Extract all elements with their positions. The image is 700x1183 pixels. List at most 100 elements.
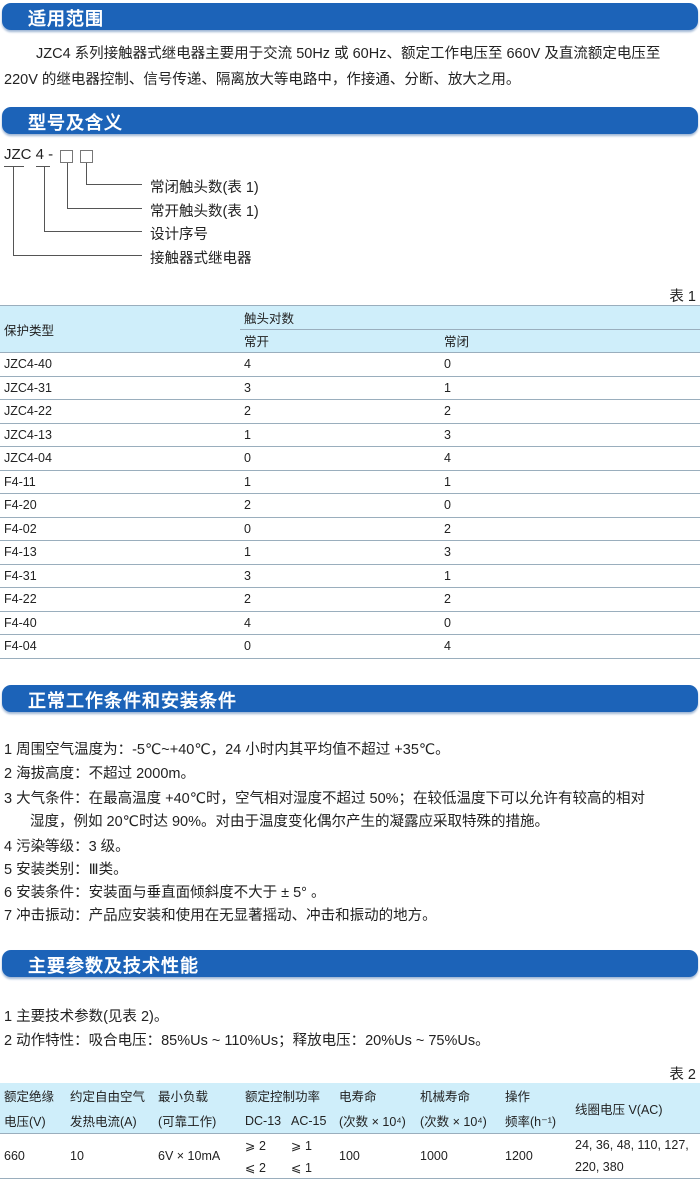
table-cell: 1	[240, 470, 440, 494]
table-cell: 0	[240, 634, 440, 659]
table-cell: 1	[240, 540, 440, 565]
section-header-model: 型号及含义	[2, 107, 698, 134]
cell: 660	[4, 1149, 25, 1163]
header-cell: 最小负载	[154, 1083, 241, 1108]
cell: 1200	[505, 1149, 533, 1163]
section-header-scope: 适用范围	[2, 3, 698, 30]
cell: 220, 380	[575, 1160, 624, 1174]
table-cell: F4-11	[0, 470, 240, 494]
table-cell: 2	[240, 587, 440, 612]
table-cell: 4	[440, 446, 700, 471]
params-item: 2 动作特性：吸合电压：85%Us ~ 110%Us；释放电压：20%Us ~ …	[4, 1033, 490, 1049]
table-cell: 3	[240, 564, 440, 588]
table1-caption: 表 1	[669, 289, 696, 305]
table-cell: 0	[240, 446, 440, 471]
header-cell: 操作	[501, 1083, 571, 1108]
table-cell: F4-04	[0, 634, 240, 659]
header-cell: 额定绝缘	[0, 1083, 66, 1108]
table-cell: JZC4-31	[0, 376, 240, 400]
table-cell: 4	[240, 611, 440, 635]
header-no: 常开	[240, 329, 440, 353]
table-cell: 2	[240, 493, 440, 518]
table-cell: 2	[440, 587, 700, 612]
condition-item: 2 海拔高度：不超过 2000m。	[4, 766, 195, 782]
header-cell: 发热电流(A)	[66, 1108, 154, 1134]
table-cell: 1	[240, 423, 440, 447]
section-title: 主要参数及技术性能	[28, 956, 199, 976]
table2: 额定绝缘 约定自由空气 最小负载 额定控制功率 电寿命 机械寿命 操作 线圈电压…	[0, 1083, 700, 1179]
table-cell: 2	[440, 399, 700, 424]
header-cell: 电寿命	[335, 1083, 416, 1108]
scope-line-2: 220V 的继电器控制、信号传递、隔离放大等电路中，作接通、分断、放大之用。	[4, 72, 521, 88]
condition-item: 5 安装类别：Ⅲ类。	[4, 862, 128, 878]
cell: 100	[339, 1149, 360, 1163]
cell: ⩾ 2	[245, 1138, 266, 1153]
header-cell: 额定控制功率	[241, 1083, 335, 1108]
placeholder-box	[80, 150, 93, 163]
table2-caption: 表 2	[669, 1067, 696, 1083]
cell: 6V × 10mA	[158, 1149, 221, 1163]
params-item: 1 主要技术参数(见表 2)。	[4, 1009, 169, 1025]
table-cell: F4-22	[0, 587, 240, 612]
table-cell: F4-40	[0, 611, 240, 635]
header-group: 触头对数	[240, 305, 700, 330]
table-row: F4-02 0 2	[0, 517, 700, 541]
table-cell: 3	[240, 376, 440, 400]
section-header-conditions: 正常工作条件和安装条件	[2, 685, 698, 712]
header-cell: (次数 × 10⁴)	[416, 1108, 501, 1134]
diagram-label: 常闭触头数(表 1)	[150, 180, 259, 196]
model-code: JZC 4 -	[4, 146, 54, 163]
cell: 24, 36, 48, 110, 127,	[575, 1138, 689, 1152]
section-title: 适用范围	[28, 9, 104, 29]
section-title: 型号及含义	[28, 113, 123, 133]
condition-item: 1 周围空气温度为：-5℃~+40℃，24 小时内其平均值不超过 +35℃。	[4, 742, 450, 758]
table-row: F4-22 2 2	[0, 587, 700, 612]
table1: 保护类型 触头对数 常开 常闭 JZC4-40 4 0 JZC4-31 3 1 JZC4-22 2…	[0, 305, 700, 659]
diagram-label: 接触器式继电器	[150, 251, 252, 267]
table-row: F4-11 1 1	[0, 470, 700, 494]
condition-item: 4 污染等级：3 级。	[4, 839, 130, 855]
section-title: 正常工作条件和安装条件	[28, 691, 237, 711]
header-cell: (可靠工作)	[154, 1108, 241, 1134]
table-row: JZC4-40 4 0	[0, 352, 700, 377]
table-cell: JZC4-04	[0, 446, 240, 471]
table-row: F4-13 1 3	[0, 540, 700, 565]
header-cell: DC-13	[241, 1108, 287, 1134]
table-cell: JZC4-40	[0, 352, 240, 377]
condition-item: 湿度，例如 20℃时达 90%。对由于温度变化偶尔产生的凝露应采取特殊的措施。	[30, 814, 549, 830]
table-row: JZC4-13 1 3	[0, 423, 700, 447]
table-cell: 0	[440, 493, 700, 518]
table-row: F4-04 0 4	[0, 634, 700, 659]
placeholder-box	[60, 150, 73, 163]
table-cell: 1	[440, 376, 700, 400]
table-cell: 1	[440, 564, 700, 588]
header-cell: 约定自由空气	[66, 1083, 154, 1108]
table-cell: 4	[440, 634, 700, 659]
condition-item: 7 冲击振动：产品应安装和使用在无显著摇动、冲击和振动的地方。	[4, 908, 437, 924]
header-type: 保护类型	[0, 305, 240, 353]
table-cell: 0	[240, 517, 440, 541]
table-cell: JZC4-13	[0, 423, 240, 447]
diagram-label: 设计序号	[150, 227, 208, 243]
table-cell: 3	[440, 540, 700, 565]
header-cell: (次数 × 10⁴)	[335, 1108, 416, 1134]
scope-line-1: JZC4 系列接触器式继电器主要用于交流 50Hz 或 60Hz、额定工作电压至…	[36, 46, 661, 62]
header-cell: 电压(V)	[0, 1108, 66, 1134]
table-cell: F4-13	[0, 540, 240, 565]
table-cell: F4-31	[0, 564, 240, 588]
cell: ⩽ 1	[291, 1160, 312, 1175]
table-row: JZC4-31 3 1	[0, 376, 700, 400]
cell: 10	[70, 1149, 84, 1163]
table-row: F4-40 4 0	[0, 611, 700, 635]
table-cell: 4	[240, 352, 440, 377]
table-cell: F4-02	[0, 517, 240, 541]
header-cell: AC-15	[287, 1108, 335, 1134]
table-cell: 0	[440, 611, 700, 635]
condition-item: 3 大气条件：在最高温度 +40℃时，空气相对湿度不超过 50%；在较低温度下可…	[4, 791, 646, 807]
diagram-label: 常开触头数(表 1)	[150, 204, 259, 220]
table-row: JZC4-04 0 4	[0, 446, 700, 471]
cell: 1000	[420, 1149, 448, 1163]
table-cell: 0	[440, 352, 700, 377]
section-header-params: 主要参数及技术性能	[2, 950, 698, 977]
table-cell: JZC4-22	[0, 399, 240, 424]
